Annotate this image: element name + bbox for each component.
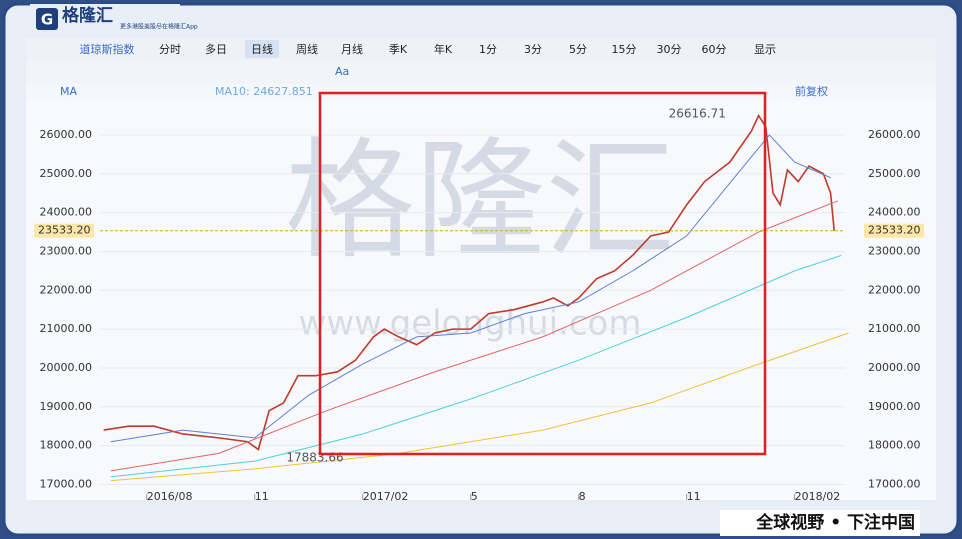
tab[interactable]: 15分 xyxy=(612,43,637,56)
series-line xyxy=(110,134,831,443)
tab[interactable]: 道琼斯指数 xyxy=(80,42,135,56)
annotation: 17883.66 xyxy=(286,451,343,465)
highlight-box xyxy=(318,91,767,456)
watermark-url: www.gelonghui.com xyxy=(299,304,642,344)
y-tick-label: 25000.00 xyxy=(40,167,93,180)
indicator[interactable]: MA xyxy=(60,85,77,98)
y2-tick-label: 18000.00 xyxy=(868,439,921,452)
y-tick-label: 21000.00 xyxy=(40,322,93,335)
tab[interactable]: 5分 xyxy=(569,43,587,56)
y2-tick-label: 17000.00 xyxy=(868,477,921,490)
logo: 格隆汇 xyxy=(62,5,113,26)
tab[interactable]: 季K xyxy=(389,43,408,56)
last-price-box xyxy=(864,223,924,238)
tab[interactable]: 多日 xyxy=(205,42,227,56)
y2-tick-label: 21000.00 xyxy=(868,322,921,335)
last-price-box xyxy=(34,223,94,238)
y-tick-label: 23000.00 xyxy=(40,244,93,257)
tab[interactable]: 1分 xyxy=(479,43,497,56)
y-tick-label: 19000.00 xyxy=(40,400,93,413)
x-tick-label: 2018/02 xyxy=(795,490,841,503)
y-tick-label: 22000.00 xyxy=(40,283,93,296)
ma-label: MA10: 24627.851 xyxy=(215,85,313,98)
y-tick-label: 20000.00 xyxy=(40,361,93,374)
tab[interactable]: 3分 xyxy=(524,43,542,56)
series-line xyxy=(110,200,838,472)
y-tick-label: 24000.00 xyxy=(40,206,93,219)
annotation: 26616.71 xyxy=(669,107,726,121)
series-line xyxy=(110,254,842,478)
slogan: 全球视野 • 下注中国 xyxy=(755,512,915,533)
logo-icon xyxy=(36,8,58,30)
toolbar-row2 xyxy=(26,60,936,84)
tabs: 道琼斯指数 分时 多日 日线 周线 月线 季K 年K 1分 3分 5分 15分 30分 60分 显示 xyxy=(80,40,776,58)
tab[interactable]: 60分 xyxy=(702,43,727,56)
x-tick-label: 5 xyxy=(471,490,478,503)
x-tick-label: 2016/08 xyxy=(147,490,193,503)
tab-active xyxy=(245,40,279,58)
series-line xyxy=(110,332,849,482)
tab[interactable]: 周线 xyxy=(296,42,318,56)
y2-tick-label: 19000.00 xyxy=(868,400,921,413)
y2-tick-label: 23000.00 xyxy=(868,244,921,257)
tab[interactable]: 月线 xyxy=(341,42,363,56)
tool-text[interactable]: Aa xyxy=(335,65,349,78)
y2-tick-label: 24000.00 xyxy=(868,206,921,219)
logo-g: G xyxy=(41,11,53,29)
tab[interactable]: 30分 xyxy=(657,43,682,56)
tab[interactable]: 年K xyxy=(434,42,453,56)
watermark: 格隆汇 xyxy=(285,125,675,277)
y2-tick-label: 20000.00 xyxy=(868,361,921,374)
y2-tick-label: 25000.00 xyxy=(868,167,921,180)
y2-tick-label: 26000.00 xyxy=(868,128,921,141)
x-tick-label: 2017/02 xyxy=(363,490,409,503)
x-tick-label: 11 xyxy=(255,490,269,503)
tagline: 更多港股美股尽在格隆汇App xyxy=(120,23,198,31)
last-price-label: 23533.20 xyxy=(38,224,91,237)
y2-tick-label: 22000.00 xyxy=(868,283,921,296)
last-price-label: 23533.20 xyxy=(868,224,921,237)
tab[interactable]: 分时 xyxy=(159,43,181,56)
y-tick-label: 17000.00 xyxy=(40,477,93,490)
plot: 17000.00 17000.00 18000.00 18000.00 19000.00… xyxy=(34,107,924,503)
tab[interactable]: 日线 xyxy=(251,42,273,56)
adjust[interactable]: 前复权 xyxy=(795,84,828,98)
tab[interactable]: 显示 xyxy=(754,43,776,56)
slogan-bg xyxy=(720,510,920,536)
series-line xyxy=(103,113,835,451)
y-tick-label: 26000.00 xyxy=(40,128,93,141)
x-tick-label: 8 xyxy=(579,490,586,503)
x-tick-label: 11 xyxy=(687,490,701,503)
y-tick-label: 18000.00 xyxy=(40,439,93,452)
